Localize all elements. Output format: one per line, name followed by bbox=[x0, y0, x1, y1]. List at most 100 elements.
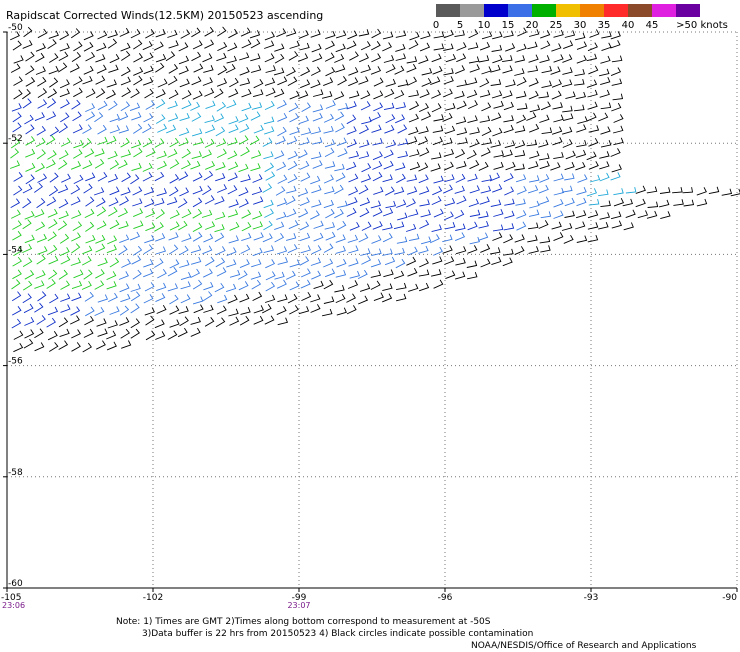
wind-barb bbox=[130, 88, 140, 99]
wind-barb bbox=[516, 221, 527, 231]
wind-barb bbox=[10, 148, 20, 159]
wind-barb bbox=[360, 41, 371, 51]
wind-barb bbox=[9, 160, 21, 169]
wind-barb bbox=[94, 148, 105, 157]
wind-barb bbox=[47, 98, 57, 109]
wind-barb bbox=[587, 222, 599, 230]
wind-barb bbox=[397, 124, 408, 134]
wind-barb bbox=[22, 184, 33, 194]
wind-barb bbox=[168, 232, 179, 241]
wind-barb bbox=[250, 53, 261, 62]
wind-barb bbox=[466, 77, 478, 86]
wind-barb bbox=[190, 256, 202, 265]
wind-barb bbox=[252, 210, 263, 220]
wind-barb bbox=[358, 184, 369, 195]
wind-barb bbox=[276, 306, 287, 316]
wind-barb bbox=[142, 162, 153, 172]
wind-barb bbox=[588, 161, 599, 170]
wind-barb bbox=[528, 29, 540, 37]
wind-barb bbox=[181, 100, 192, 110]
wind-barb bbox=[443, 76, 454, 85]
wind-barb bbox=[240, 174, 251, 183]
wind-barb bbox=[202, 77, 213, 86]
wind-barb bbox=[228, 199, 239, 208]
wind-barb bbox=[59, 328, 70, 338]
wind-barb bbox=[300, 245, 311, 254]
wind-barb bbox=[121, 50, 131, 61]
wind-barb bbox=[613, 114, 624, 123]
wind-barb bbox=[576, 55, 587, 64]
wind-barb bbox=[35, 221, 46, 231]
wind-barb bbox=[610, 31, 621, 40]
wind-barb bbox=[202, 185, 212, 196]
wind-barb bbox=[419, 258, 429, 268]
wind-barb bbox=[455, 116, 467, 125]
wind-barb bbox=[227, 185, 238, 195]
wind-barb bbox=[526, 139, 538, 147]
wind-barb bbox=[493, 150, 504, 158]
wind-barb bbox=[72, 111, 82, 122]
wind-barb bbox=[478, 161, 489, 171]
wind-barb bbox=[382, 283, 393, 292]
wind-barb bbox=[118, 208, 128, 218]
wind-barb bbox=[229, 221, 240, 231]
wind-barb bbox=[469, 185, 480, 194]
wind-barb bbox=[455, 65, 466, 75]
wind-barb bbox=[13, 330, 24, 340]
wind-barb bbox=[539, 236, 551, 244]
wind-barb bbox=[73, 87, 83, 98]
wind-barb bbox=[192, 90, 203, 100]
wind-barb bbox=[168, 89, 179, 100]
wind-barb bbox=[312, 53, 323, 63]
wind-barb bbox=[409, 100, 420, 111]
wind-barb bbox=[408, 283, 419, 292]
wind-barb bbox=[25, 136, 36, 146]
wind-barb bbox=[335, 269, 347, 278]
wind-barb bbox=[144, 88, 154, 99]
wind-barb bbox=[358, 151, 370, 159]
wind-barb bbox=[492, 54, 503, 64]
wind-barb bbox=[442, 234, 453, 243]
wind-barb bbox=[539, 114, 550, 123]
wind-barb bbox=[253, 124, 264, 134]
wind-barb bbox=[289, 90, 300, 100]
wind-barb bbox=[167, 148, 178, 158]
wind-barb bbox=[118, 245, 128, 256]
wind-barb bbox=[11, 209, 21, 219]
wind-barb bbox=[96, 42, 107, 52]
wind-barb bbox=[108, 292, 118, 303]
wind-barb bbox=[348, 186, 359, 196]
wind-barb bbox=[553, 210, 564, 219]
wind-barb bbox=[310, 66, 321, 76]
wind-barb bbox=[406, 186, 418, 195]
wind-barb bbox=[529, 150, 540, 159]
wind-barb bbox=[274, 88, 285, 98]
wind-barb bbox=[466, 150, 477, 160]
wind-barb bbox=[562, 54, 573, 63]
wind-barb bbox=[433, 43, 445, 51]
wind-barb bbox=[264, 31, 275, 41]
wind-barb bbox=[144, 234, 155, 244]
wind-barb bbox=[178, 42, 189, 52]
wind-barb bbox=[443, 161, 454, 171]
wind-barb bbox=[94, 158, 105, 169]
wind-barb bbox=[538, 139, 549, 148]
wind-barb bbox=[359, 124, 369, 135]
wind-barb bbox=[60, 293, 71, 302]
wind-barb bbox=[587, 234, 599, 243]
wind-barb bbox=[252, 221, 263, 230]
wind-barb bbox=[396, 293, 407, 302]
wind-barb bbox=[107, 173, 119, 183]
wind-barb bbox=[252, 89, 264, 98]
wind-barb bbox=[322, 308, 333, 317]
wind-barb bbox=[165, 51, 176, 62]
wind-barb bbox=[516, 76, 527, 87]
wind-barb bbox=[313, 280, 324, 290]
wind-barb bbox=[503, 115, 514, 123]
wind-barb bbox=[72, 76, 83, 86]
wind-barb bbox=[418, 269, 430, 277]
wind-barb bbox=[59, 79, 70, 89]
wind-barb bbox=[214, 88, 224, 99]
wind-barb bbox=[420, 31, 431, 40]
wind-barb bbox=[57, 220, 68, 231]
